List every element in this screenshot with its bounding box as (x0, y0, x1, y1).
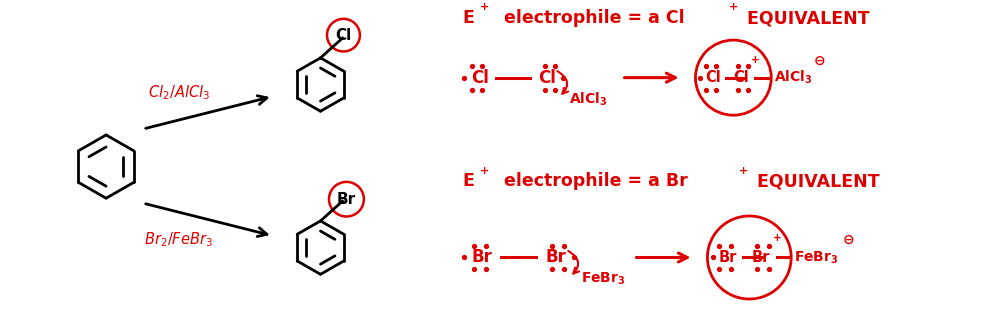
Text: electrophile = a Br: electrophile = a Br (491, 172, 687, 190)
Text: +: + (728, 2, 738, 12)
Text: $\mathbf{AlCl_3}$: $\mathbf{AlCl_3}$ (773, 69, 812, 86)
Text: Br: Br (751, 250, 769, 265)
Text: $\mathbf{AlCl_3}$: $\mathbf{AlCl_3}$ (569, 91, 607, 108)
Text: Br: Br (337, 192, 356, 207)
Text: Cl: Cl (335, 28, 351, 43)
Text: E: E (461, 172, 473, 190)
Text: EQUIVALENT: EQUIVALENT (740, 9, 869, 27)
Text: Br: Br (717, 250, 736, 265)
Text: Br: Br (545, 248, 566, 266)
Text: $\mathit{Cl_2/AlCl_3}$: $\mathit{Cl_2/AlCl_3}$ (147, 84, 210, 102)
Text: ⊖: ⊖ (843, 233, 854, 247)
Text: Cl: Cl (470, 69, 488, 87)
Text: $\mathit{Br_2/FeBr_3}$: $\mathit{Br_2/FeBr_3}$ (144, 230, 214, 248)
Text: EQUIVALENT: EQUIVALENT (750, 172, 879, 190)
Text: electrophile = a Cl: electrophile = a Cl (491, 9, 684, 27)
Text: $\mathbf{FeBr_3}$: $\mathbf{FeBr_3}$ (580, 270, 625, 287)
Text: Br: Br (471, 248, 492, 266)
Text: Cl: Cl (705, 70, 720, 85)
Text: +: + (750, 55, 759, 65)
Text: Cl: Cl (733, 70, 748, 85)
Text: Cl: Cl (538, 69, 556, 87)
Text: $\mathbf{FeBr_3}$: $\mathbf{FeBr_3}$ (793, 249, 838, 266)
Text: ⊖: ⊖ (813, 54, 824, 68)
Text: E: E (461, 9, 473, 27)
Text: +: + (479, 2, 488, 12)
Text: +: + (479, 166, 488, 175)
Text: +: + (738, 166, 748, 175)
Text: +: + (772, 233, 780, 243)
